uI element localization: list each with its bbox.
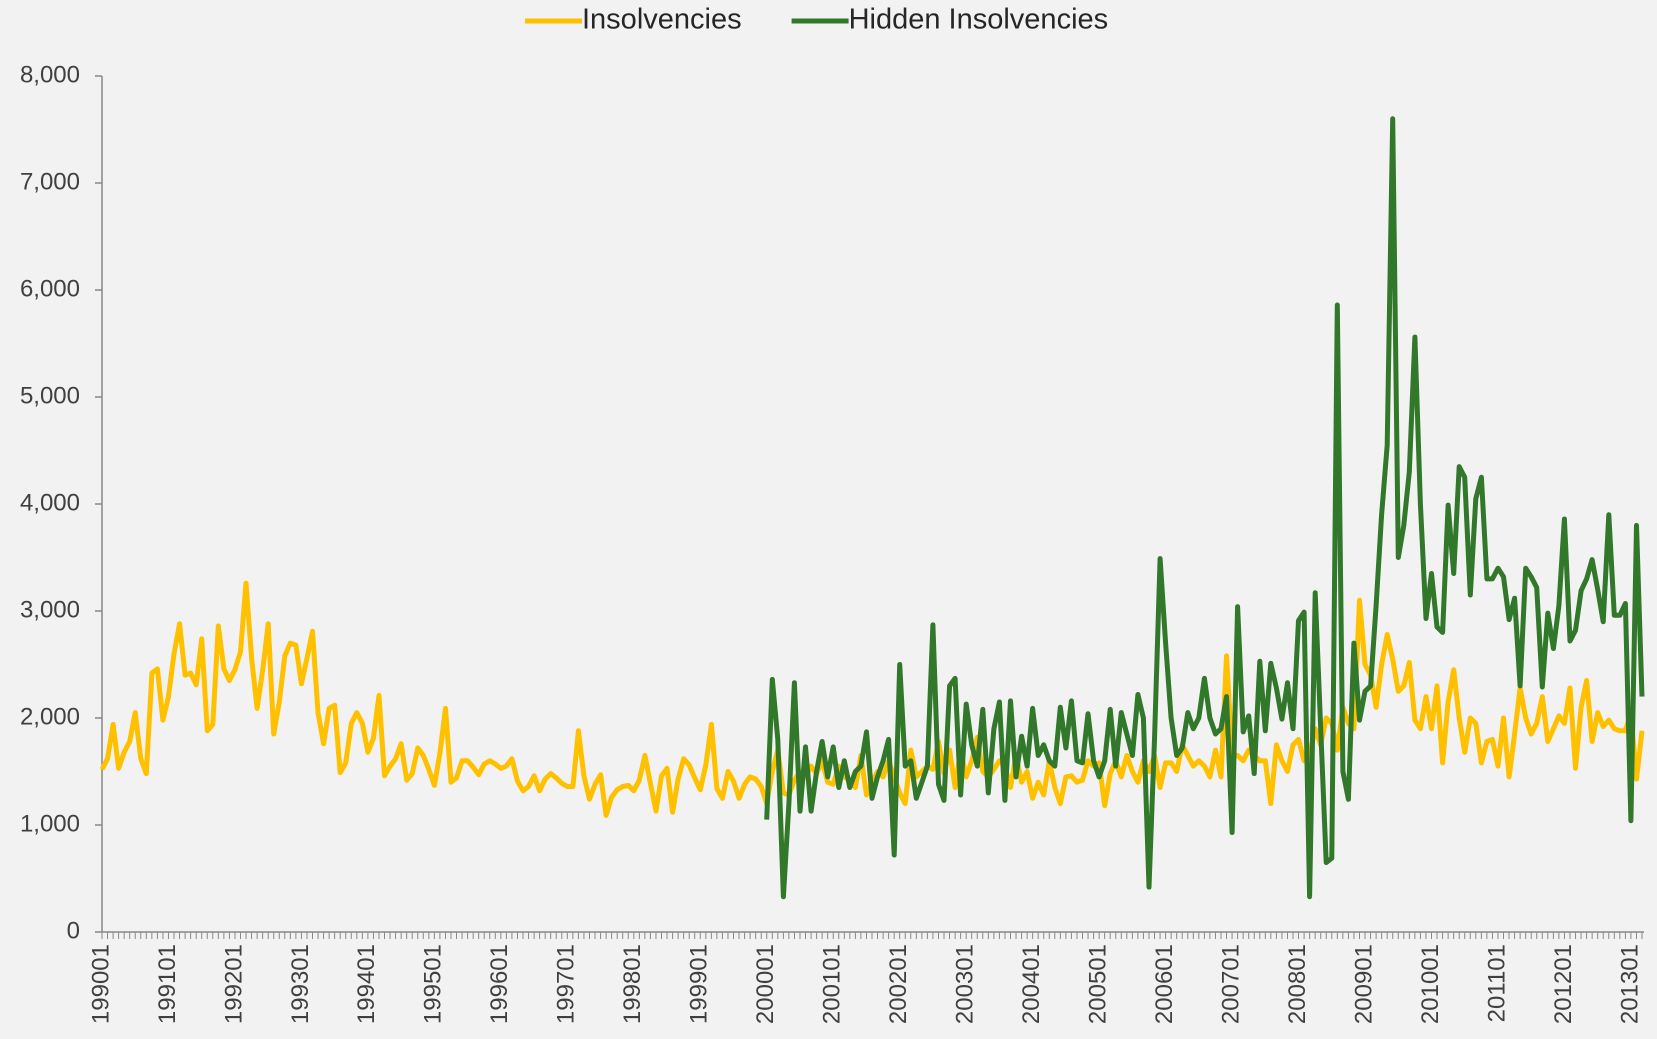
x-tick-label: 201201 bbox=[1550, 944, 1577, 1024]
y-tick-label: 5,000 bbox=[20, 382, 80, 409]
x-tick-label: 200001 bbox=[752, 944, 779, 1024]
y-tick-label: 4,000 bbox=[20, 489, 80, 516]
x-tick-label: 200201 bbox=[885, 944, 912, 1024]
x-tick-label: 199801 bbox=[619, 944, 646, 1024]
y-tick-label: 1,000 bbox=[20, 810, 80, 837]
x-tick-label: 200301 bbox=[952, 944, 979, 1024]
x-tick-label: 199301 bbox=[287, 944, 314, 1024]
y-tick-label: 3,000 bbox=[20, 596, 80, 623]
y-tick-label: 8,000 bbox=[20, 61, 80, 88]
x-tick-label: 199201 bbox=[220, 944, 247, 1024]
x-tick-label: 199001 bbox=[87, 944, 114, 1024]
x-tick-label: 201101 bbox=[1483, 944, 1510, 1022]
legend-label: Hidden Insolvencies bbox=[849, 4, 1109, 36]
y-tick-label: 2,000 bbox=[20, 703, 80, 730]
x-tick-label: 199101 bbox=[154, 944, 181, 1024]
x-tick-label: 199401 bbox=[353, 944, 380, 1024]
x-tick-label: 200501 bbox=[1084, 944, 1111, 1024]
x-tick-label: 199901 bbox=[686, 944, 713, 1024]
y-tick-label: 6,000 bbox=[20, 275, 80, 302]
legend-label: Insolvencies bbox=[582, 4, 742, 36]
x-tick-label: 199501 bbox=[420, 944, 447, 1024]
x-tick-label: 200901 bbox=[1350, 944, 1377, 1024]
x-tick-label: 200601 bbox=[1151, 944, 1178, 1024]
y-tick-label: 0 bbox=[67, 917, 80, 944]
x-tick-label: 200701 bbox=[1217, 944, 1244, 1024]
x-tick-label: 201001 bbox=[1417, 944, 1444, 1024]
x-tick-label: 201301 bbox=[1616, 944, 1643, 1024]
x-tick-label: 200101 bbox=[819, 944, 846, 1024]
x-tick-label: 199601 bbox=[486, 944, 513, 1024]
x-tick-label: 199701 bbox=[553, 944, 580, 1024]
series-line bbox=[764, 116, 1645, 900]
y-tick-label: 7,000 bbox=[20, 168, 80, 195]
x-tick-label: 200401 bbox=[1018, 944, 1045, 1024]
x-tick-label: 200801 bbox=[1284, 944, 1311, 1024]
